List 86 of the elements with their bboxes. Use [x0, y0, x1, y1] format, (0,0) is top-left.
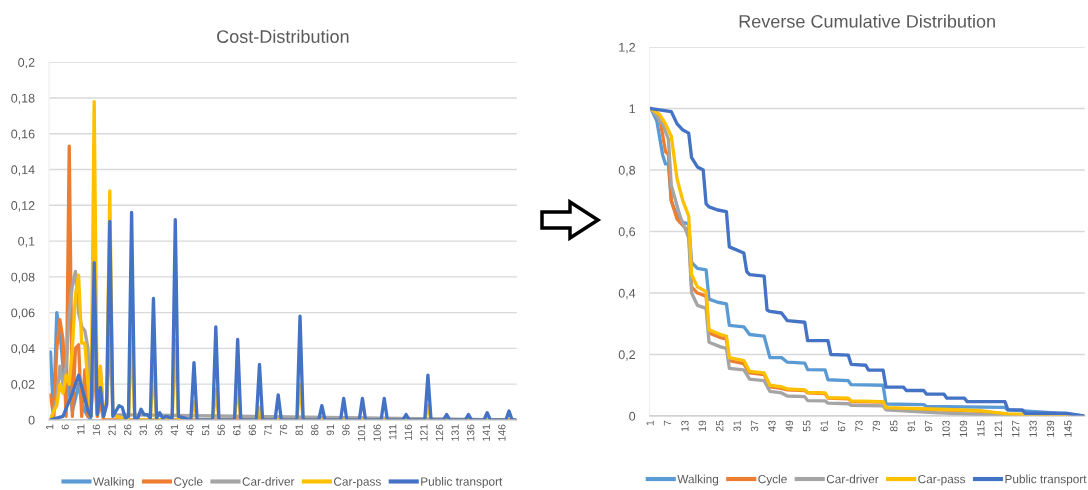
legend-label: Cycle [758, 474, 787, 486]
x-tick-label: 49 [785, 420, 794, 432]
legend-label: Public transport [421, 477, 503, 489]
x-tick-label: 109 [959, 420, 968, 437]
y-tick-label: 0,14 [11, 165, 35, 176]
x-tick-label: 91 [907, 420, 915, 432]
x-tick-label: 79 [872, 420, 881, 432]
x-tick-label: 66 [248, 424, 257, 436]
x-tick-label: 131 [451, 424, 459, 441]
x-tick-label: 97 [924, 420, 933, 432]
y-tick-label: 0,1 [18, 236, 35, 248]
x-tick-label: 86 [311, 424, 319, 436]
x-tick-label: 101 [357, 424, 366, 441]
legend-label: Car-driver [826, 474, 879, 484]
line-series [48, 210, 517, 420]
x-tick-label: 121 [420, 424, 428, 441]
x-tick-label: 121 [994, 420, 1002, 437]
x-tick-label: 7 [663, 420, 672, 426]
legend-label: Car-pass [918, 474, 966, 486]
x-tick-label: 43 [768, 420, 776, 432]
y-tick-label: 0,2 [18, 58, 35, 69]
x-tick-label: 21 [108, 424, 116, 436]
x-tick-label: 71 [264, 424, 272, 436]
x-tick-label: 1 [646, 420, 654, 426]
y-tick-label: 0,04 [11, 344, 35, 355]
x-tick-label: 51 [201, 424, 210, 436]
x-tick-label: 136 [467, 424, 475, 441]
x-tick-label: 91 [326, 424, 335, 436]
legend-label: Car-pass [334, 477, 381, 489]
y-tick-label: 1 [629, 104, 636, 114]
x-tick-label: 133 [1029, 420, 1037, 437]
legend-label: Car-driver [242, 477, 295, 486]
x-tick-label: 76 [279, 424, 288, 436]
x-tick-label: 55 [803, 420, 811, 432]
y-tick-label: 1,2 [619, 42, 636, 54]
x-tick-label: 81 [295, 424, 303, 436]
chart-title: Reverse Cumulative Distribution [739, 14, 995, 28]
x-tick-label: 85 [890, 420, 898, 432]
x-tick-label: 115 [977, 420, 985, 436]
x-tick-label: 46 [186, 424, 194, 436]
y-tick-label: 0 [28, 415, 35, 425]
legend-label: Public transport [1005, 474, 1087, 486]
x-tick-label: 41 [170, 424, 178, 436]
legend-label: Cycle [174, 477, 203, 489]
x-tick-label: 36 [155, 424, 163, 436]
x-tick-label: 1 [46, 424, 54, 430]
y-tick-label: 0,4 [618, 288, 636, 300]
x-tick-label: 56 [217, 424, 225, 436]
chart-title: Cost-Distribution [217, 29, 349, 43]
x-tick-label: 127 [1011, 420, 1020, 437]
x-tick-label: 19 [698, 420, 707, 431]
y-tick-label: 0,18 [11, 93, 35, 105]
x-tick-label: 139 [1046, 420, 1055, 437]
legend-label: Walking [677, 474, 719, 486]
y-tick-label: 0,02 [11, 379, 35, 391]
x-tick-label: 61 [233, 424, 241, 436]
x-tick-label: 96 [342, 424, 350, 436]
x-tick-label: 26 [123, 424, 132, 436]
y-tick-label: 0 [629, 411, 636, 421]
x-tick-label: 116 [404, 424, 412, 440]
x-tick-label: 145 [1064, 420, 1072, 437]
x-tick-label: 73 [855, 420, 863, 432]
x-tick-label: 103 [942, 420, 950, 437]
x-tick-label: 141 [482, 424, 490, 441]
x-tick-label: 106 [373, 424, 381, 441]
x-tick-label: 126 [435, 424, 444, 441]
y-tick-label: 0,08 [11, 272, 35, 283]
x-tick-label: 61 [820, 420, 828, 432]
x-tick-label: 37 [750, 420, 759, 432]
x-tick-label: 13 [681, 420, 689, 431]
x-tick-label: 31 [139, 424, 147, 436]
y-tick-label: 0,8 [618, 165, 636, 177]
x-tick-label: 67 [837, 420, 846, 432]
x-tick-label: 16 [92, 424, 101, 435]
y-tick-label: 0,16 [11, 129, 35, 140]
y-tick-label: 0,12 [11, 201, 35, 212]
x-tick-label: 11 [77, 424, 85, 435]
x-tick-label: 146 [498, 424, 506, 441]
y-tick-label: 0,2 [618, 350, 636, 361]
legend-label: Walking [93, 477, 134, 489]
y-tick-label: 0,6 [618, 227, 636, 238]
x-tick-label: 6 [61, 424, 69, 430]
x-tick-label: 31 [733, 420, 741, 432]
x-tick-label: 111 [389, 424, 397, 440]
y-tick-label: 0,06 [11, 308, 35, 319]
x-tick-label: 25 [716, 420, 724, 432]
